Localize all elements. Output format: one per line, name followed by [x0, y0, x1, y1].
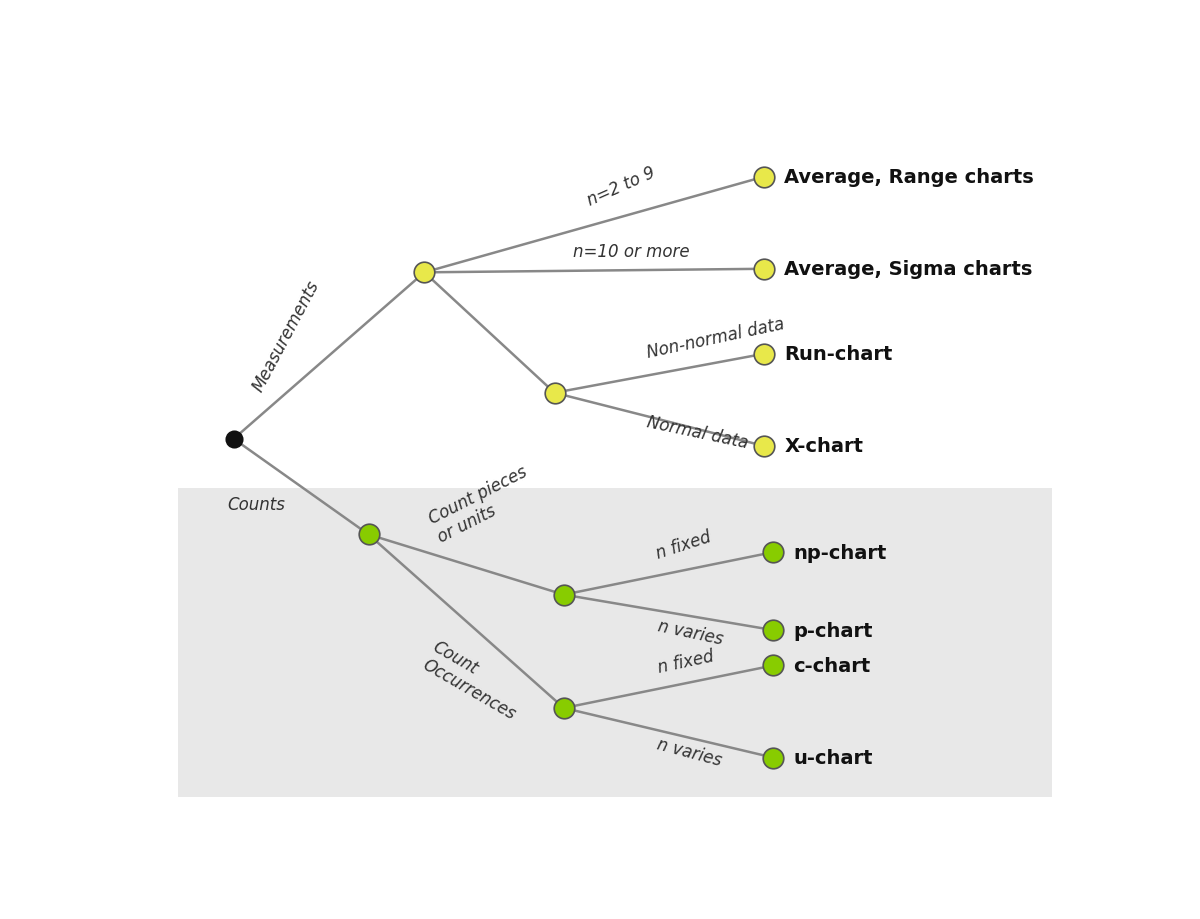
Text: Count pieces
or units: Count pieces or units [425, 462, 539, 546]
Text: Average, Sigma charts: Average, Sigma charts [785, 260, 1033, 279]
Text: Average, Range charts: Average, Range charts [785, 168, 1034, 187]
Text: X-chart: X-chart [785, 437, 863, 456]
Text: Non-normal data: Non-normal data [644, 314, 786, 361]
Text: n fixed: n fixed [654, 528, 714, 562]
Point [359, 528, 378, 542]
Text: Counts: Counts [227, 496, 284, 514]
Bar [178, 489, 1052, 797]
Text: p-chart: p-chart [793, 621, 874, 640]
Point [554, 701, 574, 716]
Text: u-chart: u-chart [793, 748, 874, 767]
Point [763, 658, 782, 673]
Point [554, 587, 574, 602]
Text: Normal data: Normal data [644, 414, 750, 452]
Text: n varies: n varies [655, 734, 724, 769]
Point [224, 432, 244, 447]
Text: n fixed: n fixed [656, 647, 715, 676]
Point [755, 347, 774, 362]
Text: c-chart: c-chart [793, 656, 871, 675]
Point [763, 623, 782, 638]
Point [755, 170, 774, 185]
Point [763, 751, 782, 766]
Text: Measurements: Measurements [250, 278, 323, 394]
Point [415, 266, 434, 280]
Point [763, 545, 782, 560]
Text: n=2 to 9: n=2 to 9 [584, 164, 659, 210]
Text: n varies: n varies [656, 617, 725, 648]
Point [755, 439, 774, 454]
Text: n=10 or more: n=10 or more [574, 243, 690, 260]
Text: np-chart: np-chart [793, 543, 887, 562]
Point [755, 262, 774, 277]
Point [545, 386, 564, 401]
Text: Run-chart: Run-chart [785, 345, 893, 364]
Text: Count
Occurrences: Count Occurrences [419, 638, 529, 723]
